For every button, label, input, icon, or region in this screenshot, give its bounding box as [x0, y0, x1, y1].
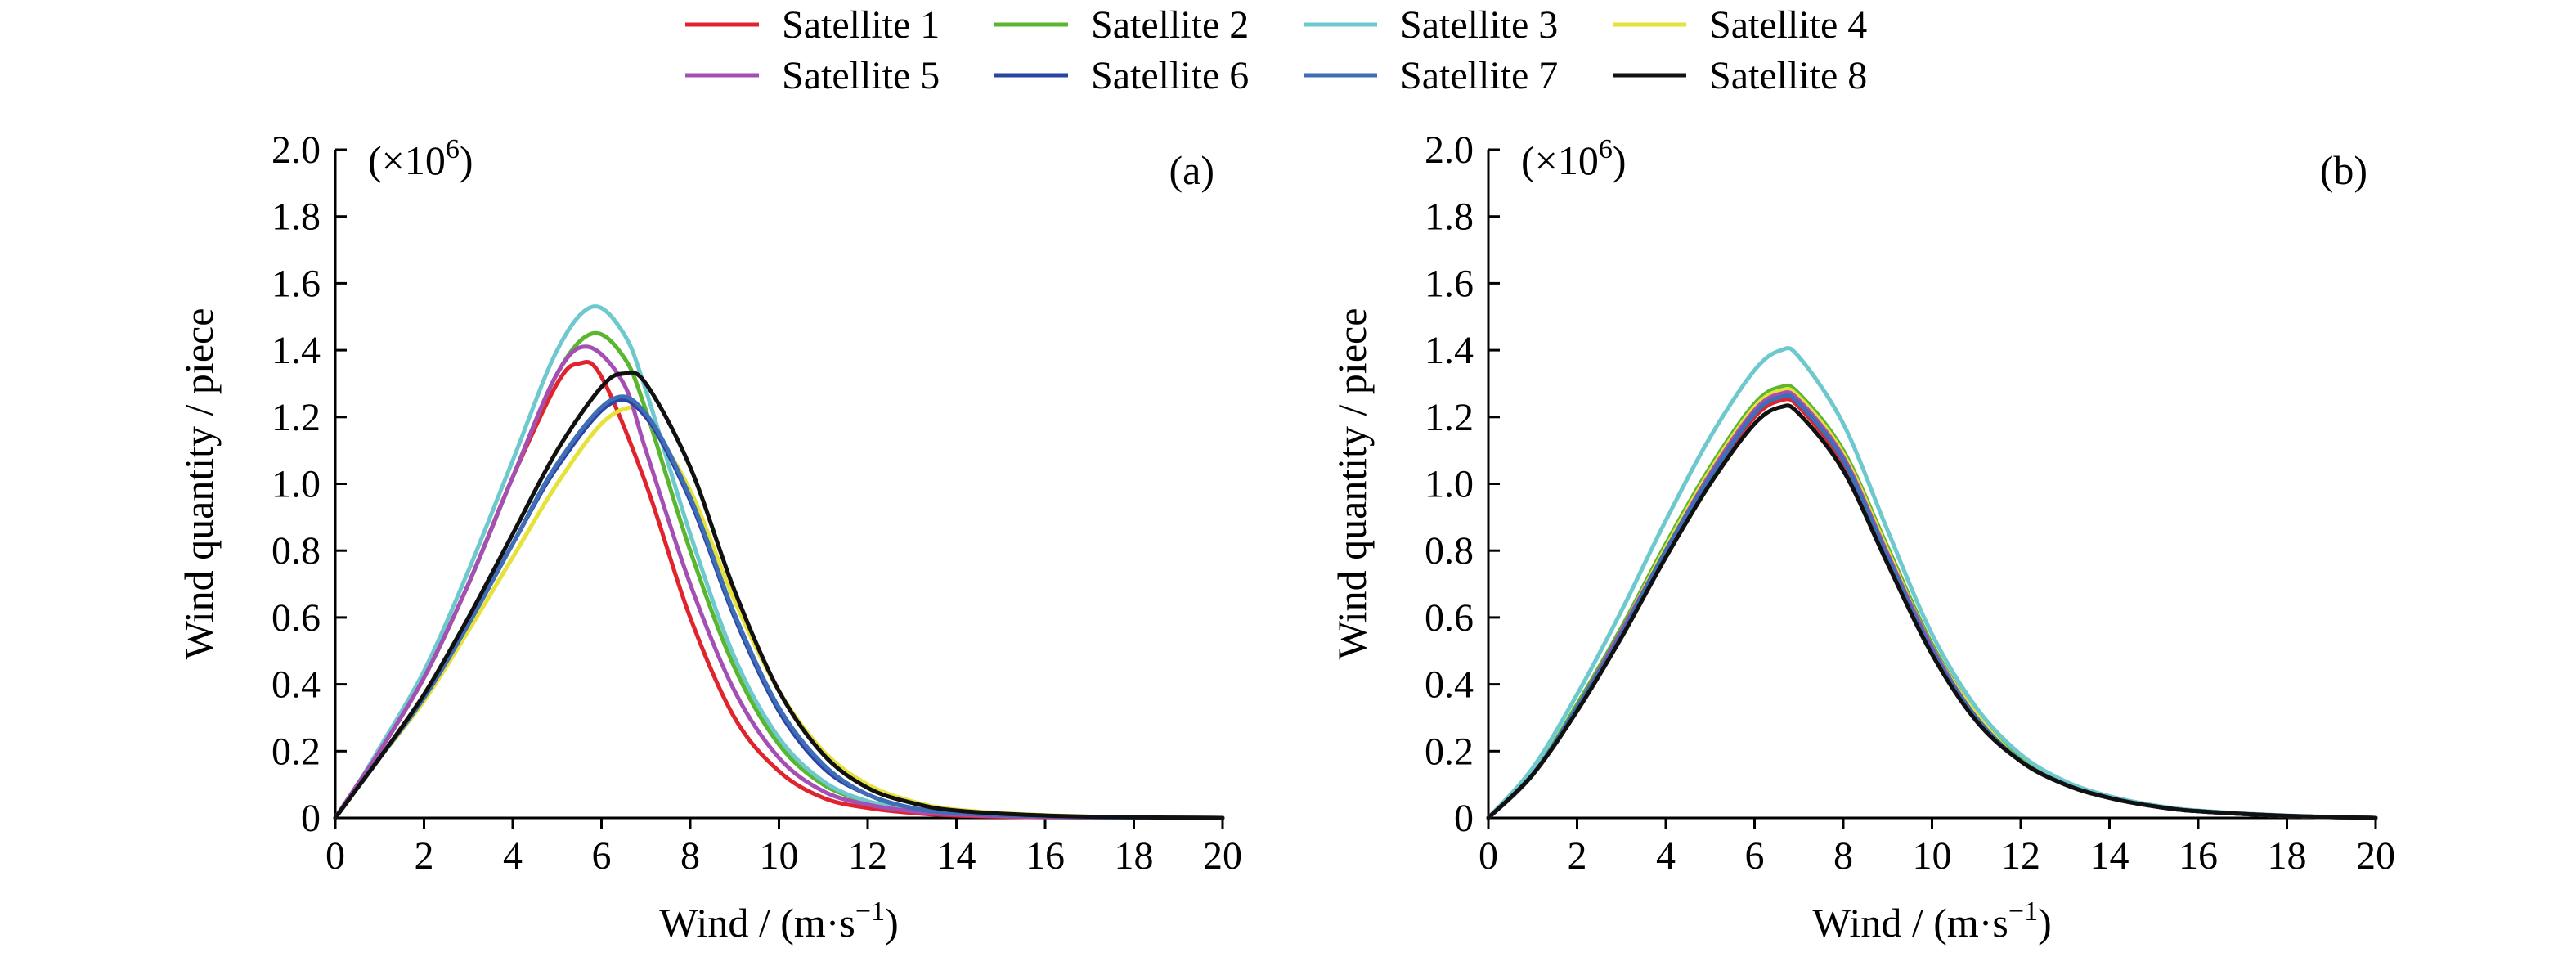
y-tick-label: 0.6: [272, 596, 321, 640]
legend: Satellite 1 Satellite 2 Satellite 3 Satelli…: [685, 3, 1867, 97]
x-tick-label: 18: [1115, 834, 1154, 878]
x-tick-label: 2: [415, 834, 434, 878]
y-tick-label: 0.4: [1425, 663, 1474, 707]
y-tick-label: 0.2: [272, 730, 321, 773]
x-tick-label: 4: [503, 834, 523, 878]
x-tick-label: 6: [592, 834, 612, 878]
x-tick-label: 10: [760, 834, 799, 878]
y-tick-label: 1.6: [272, 262, 321, 305]
x-tick-label: 2: [1568, 834, 1587, 878]
series-group: [333, 304, 1225, 820]
x-tick-label: 12: [2001, 834, 2040, 878]
x-tick-label: 0: [1479, 834, 1498, 878]
y-scale-exponent: 6: [1599, 134, 1613, 164]
y-tick-label: 0.6: [1425, 596, 1474, 640]
legend-item-satellite-2: Satellite 2: [994, 3, 1249, 47]
y-scale-note: (×106): [1521, 134, 1627, 183]
x-tick-label: 8: [1833, 834, 1853, 878]
x-tick-label: 10: [1913, 834, 1952, 878]
x-tick-label: 4: [1656, 834, 1676, 878]
x-tick-label: 18: [2268, 834, 2307, 878]
x-tick-label: 14: [937, 834, 976, 878]
y-tick-label: 0.4: [272, 663, 321, 707]
series-line-satellite-8: [333, 370, 1225, 820]
y-tick-label: 0: [1454, 797, 1474, 840]
y-tick-label: 1.6: [1425, 262, 1474, 305]
x-tick-label: 12: [848, 834, 887, 878]
series-group: [1486, 346, 2378, 820]
y-axis-title: Wind quantity / piece: [176, 308, 222, 660]
y-tick-label: 1.2: [272, 396, 321, 439]
legend-item-satellite-7: Satellite 7: [1304, 54, 1558, 97]
legend-item-satellite-4: Satellite 4: [1613, 3, 1867, 47]
legend-item-satellite-3: Satellite 3: [1304, 3, 1558, 47]
legend-label-satellite-2: Satellite 2: [1091, 3, 1249, 47]
series-line-satellite-3: [1486, 346, 2378, 820]
legend-label-satellite-3: Satellite 3: [1400, 3, 1558, 47]
y-tick-label: 1.8: [1425, 195, 1474, 239]
y-scale-note: (×106): [368, 134, 473, 183]
x-tick-label: 20: [2356, 834, 2395, 878]
legend-item-satellite-8: Satellite 8: [1613, 54, 1867, 97]
series-line-satellite-3: [333, 304, 1225, 820]
x-tick-label: 0: [325, 834, 345, 878]
y-tick-label: 1.4: [1425, 329, 1474, 372]
y-tick-label: 0.8: [1425, 529, 1474, 573]
y-tick-label: 1.0: [272, 463, 321, 506]
legend-label-satellite-4: Satellite 4: [1709, 3, 1867, 47]
panel-a: 0 0.2 0.4 0.6 0.8 1.0 1.2 1.4 1.6 1.8 2.0 0 2 4 6 8 10 12…: [176, 128, 1242, 946]
x-tick-label: 16: [2179, 834, 2218, 878]
legend-item-satellite-5: Satellite 5: [685, 54, 940, 97]
y-scale-close: ): [460, 137, 473, 183]
legend-label-satellite-7: Satellite 7: [1400, 54, 1558, 97]
series-line-satellite-2: [1486, 383, 2378, 820]
series-line-satellite-1: [333, 360, 1225, 820]
panel-label: (a): [1169, 147, 1215, 193]
y-tick-label: 0.2: [1425, 730, 1474, 773]
x-axis-title-exponent: −1: [2008, 896, 2038, 927]
x-tick-label: 8: [680, 834, 700, 878]
x-tick-label: 6: [1745, 834, 1765, 878]
x-axis-title-close: ): [885, 900, 899, 946]
y-scale-exponent: 6: [446, 134, 460, 164]
x-tick-label: 20: [1203, 834, 1242, 878]
y-tick-label: 2.0: [272, 128, 321, 172]
x-tick-label: 14: [2090, 834, 2129, 878]
x-axis-title: Wind / (m·s−1): [1812, 896, 2051, 946]
legend-label-satellite-1: Satellite 1: [782, 3, 940, 47]
x-axis-title-close: ): [2038, 900, 2052, 946]
y-tick-label: 1.8: [272, 195, 321, 239]
y-tick-label: 1.4: [272, 329, 321, 372]
panel-label: (b): [2320, 147, 2367, 193]
y-axis-title: Wind quantity / piece: [1329, 308, 1375, 660]
y-tick-label: 2.0: [1425, 128, 1474, 172]
series-line-satellite-4: [1486, 386, 2378, 820]
x-axis-title-exponent: −1: [855, 896, 885, 927]
y-scale-close: ): [1613, 137, 1627, 183]
legend-label-satellite-5: Satellite 5: [782, 54, 940, 97]
y-tick-label: 1.0: [1425, 463, 1474, 506]
series-line-satellite-8: [1486, 403, 2378, 820]
legend-item-satellite-1: Satellite 1: [685, 3, 940, 47]
x-tick-label: 16: [1025, 834, 1065, 878]
series-line-satellite-5: [1486, 389, 2378, 820]
legend-item-satellite-6: Satellite 6: [994, 54, 1249, 97]
y-tick-label: 1.2: [1425, 396, 1474, 439]
legend-label-satellite-6: Satellite 6: [1091, 54, 1249, 97]
x-axis-title: Wind / (m·s−1): [659, 896, 898, 946]
y-tick-label: 0: [301, 797, 321, 840]
legend-label-satellite-8: Satellite 8: [1709, 54, 1867, 97]
panel-b: 0 0.2 0.4 0.6 0.8 1.0 1.2 1.4 1.6 1.8 2.0 0 2 4 6 8 10 12…: [1329, 128, 2395, 946]
y-tick-label: 0.8: [272, 529, 321, 573]
